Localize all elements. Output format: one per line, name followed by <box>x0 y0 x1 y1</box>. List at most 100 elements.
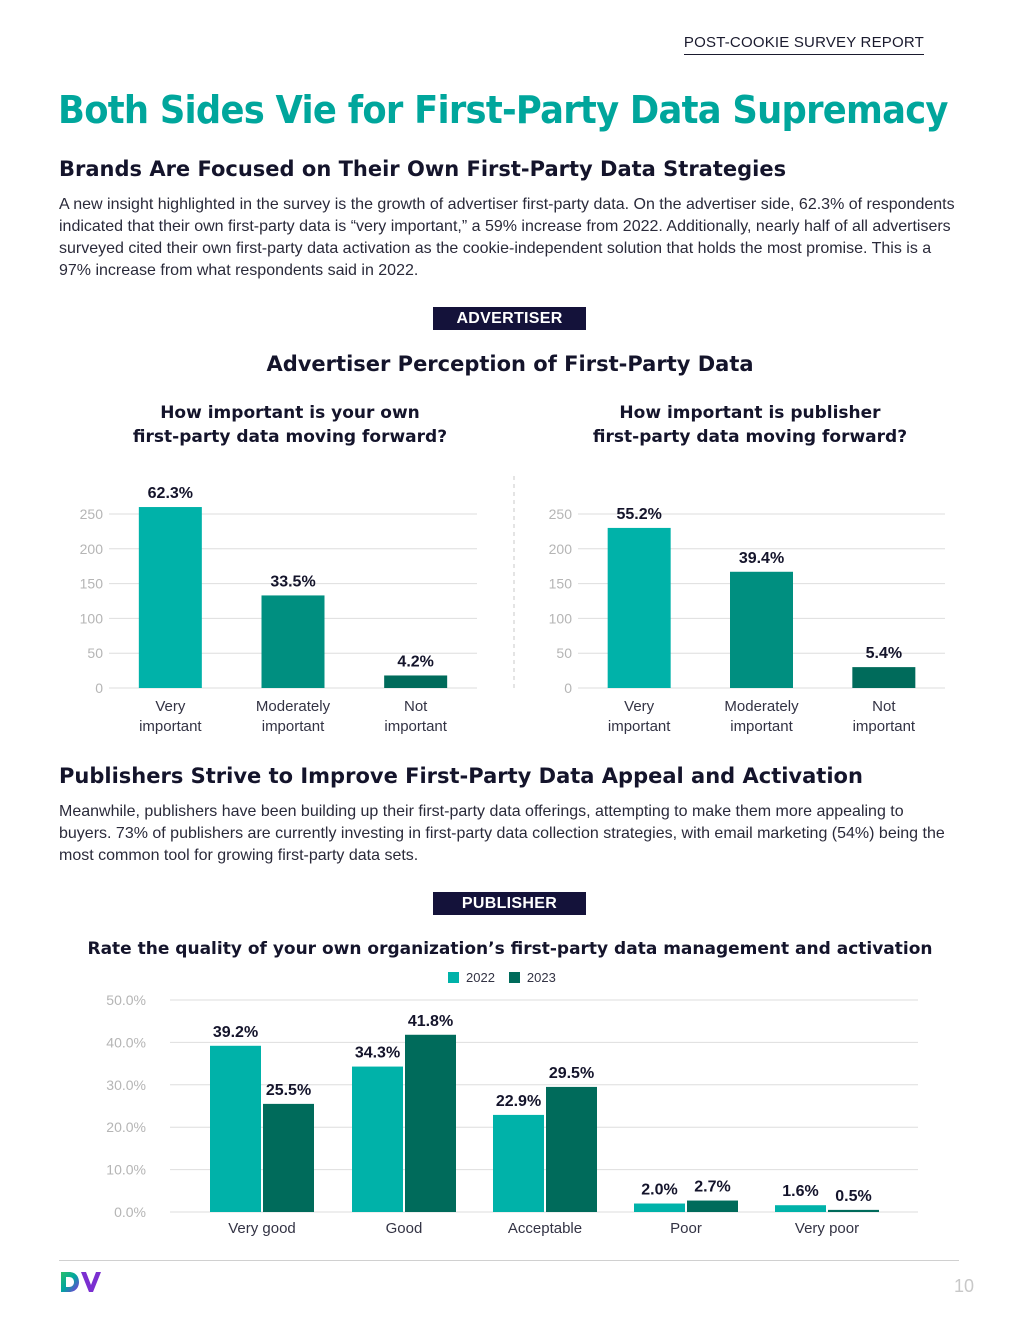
chart1-y-tick: 150 <box>80 576 104 592</box>
chart1-bar <box>384 675 448 688</box>
legend-item-2023: 2023 <box>508 970 556 985</box>
chart3-bar-2022 <box>352 1066 403 1212</box>
chart2-category-label: important <box>608 718 671 735</box>
chart3-data-label: 41.8% <box>408 1013 453 1030</box>
chart1-category-label: important <box>384 718 447 735</box>
chart1-category-label: Not <box>404 698 428 715</box>
chart2-y-tick: 200 <box>549 541 573 557</box>
chart3-category-label: Good <box>386 1220 423 1237</box>
section-heading-brands: Brands Are Focused on Their Own First-Pa… <box>59 157 787 181</box>
chart1-category-label: important <box>139 718 202 735</box>
advertiser-badge: ADVERTISER <box>433 307 586 330</box>
chart2-category-label: Not <box>872 698 896 715</box>
chart3-data-label: 22.9% <box>496 1093 541 1110</box>
dv-logo-mark <box>61 1272 101 1292</box>
chart1-category-label: Moderately <box>256 698 331 715</box>
chart3-bar-2023 <box>687 1200 738 1212</box>
chart3-title: Rate the quality of your own organizatio… <box>87 939 933 959</box>
chart3-legend: 2022 2023 <box>448 970 556 985</box>
chart3-bar-2023 <box>405 1034 456 1212</box>
chart3-data-label: 25.5% <box>266 1082 311 1099</box>
figure-title: Advertiser Perception of First-Party Dat… <box>266 352 754 376</box>
chart3-data-label: 2.7% <box>694 1179 730 1196</box>
chart3-bar-2022 <box>210 1045 261 1212</box>
logo-v <box>81 1272 101 1292</box>
dv-logo <box>59 1270 103 1299</box>
chart3-y-tick: 20.0% <box>106 1119 146 1135</box>
chart3-bar-2022 <box>634 1203 685 1212</box>
section-body-brands: A new insight highlighted in the survey … <box>59 196 955 279</box>
chart3-data-label: 39.2% <box>213 1024 258 1041</box>
chart2-bar <box>852 667 916 688</box>
chart3-data-label: 2.0% <box>641 1182 677 1199</box>
logo-d <box>61 1272 79 1292</box>
legend-item-2022: 2022 <box>448 970 495 985</box>
section-heading-publishers: Publishers Strive to Improve First-Party… <box>59 764 863 788</box>
chart2-title-line: How important is publisher <box>619 403 881 423</box>
chart3-y-tick: 30.0% <box>106 1077 146 1093</box>
chart2-y-tick: 150 <box>549 576 573 592</box>
chart1-y-tick: 50 <box>87 645 103 661</box>
chart1-data-label: 62.3% <box>148 485 193 502</box>
chart1-title-line: How important is your own <box>160 403 420 423</box>
chart2-category-label: Very <box>624 698 655 715</box>
chart3-data-label: 34.3% <box>355 1045 400 1062</box>
chart3-category-label: Poor <box>670 1220 702 1237</box>
chart3-bar-2022 <box>493 1114 544 1212</box>
chart2-data-label: 55.2% <box>616 506 661 523</box>
chart3-bar-2023 <box>828 1209 879 1212</box>
chart1-y-tick: 250 <box>80 506 104 522</box>
chart1-bar <box>138 507 202 688</box>
chart2-category-label: important <box>730 718 793 735</box>
chart2-bar <box>730 571 793 688</box>
chart1-bar <box>261 595 325 688</box>
section-body-publishers: Meanwhile, publishers have been building… <box>59 803 945 864</box>
chart1-y-tick: 0 <box>95 680 103 696</box>
chart3-y-tick: 0.0% <box>114 1204 146 1220</box>
chart1-data-label: 4.2% <box>397 653 433 670</box>
chart2-bar <box>607 527 671 688</box>
running-header: POST-COOKIE SURVEY REPORT <box>683 34 924 55</box>
legend-swatch <box>448 972 459 983</box>
chart2-data-label: 5.4% <box>866 645 902 662</box>
chart3-y-tick: 40.0% <box>106 1034 146 1050</box>
legend-label: 2022 <box>466 970 495 985</box>
chart3-bar-2023 <box>263 1103 314 1212</box>
chart1-category-label: important <box>262 718 325 735</box>
chart2-data-label: 39.4% <box>739 550 784 567</box>
chart3-category-label: Acceptable <box>508 1220 582 1237</box>
chart2-category-label: important <box>853 718 916 735</box>
chart1-title-line: first-party data moving forward? <box>132 427 448 447</box>
publisher-badge: PUBLISHER <box>433 892 586 915</box>
chart2-category-label: Moderately <box>724 698 799 715</box>
chart1-title: How important is your own first-party da… <box>80 401 500 449</box>
chart2-title-line: first-party data moving forward? <box>592 427 908 447</box>
chart2-title: How important is publisher first-party d… <box>540 401 960 449</box>
chart3-data-label: 29.5% <box>549 1065 594 1082</box>
chart1-category-label: Very <box>155 698 186 715</box>
chart1-y-tick: 200 <box>80 541 104 557</box>
chart2-y-tick: 100 <box>549 610 573 626</box>
footer-divider <box>59 1260 959 1261</box>
chart3-category-label: Very poor <box>795 1220 859 1237</box>
chart3-data-label: 1.6% <box>782 1183 818 1200</box>
chart2-y-tick: 250 <box>549 506 573 522</box>
chart3-bar-2022 <box>775 1205 826 1212</box>
page-number: 10 <box>953 1276 974 1296</box>
legend-label: 2023 <box>526 970 556 985</box>
chart3-bar-2023 <box>546 1086 597 1212</box>
chart2-y-tick: 0 <box>564 680 572 696</box>
chart2-y-tick: 50 <box>556 645 572 661</box>
legend-swatch <box>508 972 520 983</box>
chart3-data-label: 0.5% <box>835 1188 871 1205</box>
chart3-y-tick: 50.0% <box>106 992 146 1008</box>
page-title: Both Sides Vie for First-Party Data Supr… <box>58 88 948 132</box>
chart1-y-tick: 100 <box>80 610 104 626</box>
chart3-y-tick: 10.0% <box>106 1162 146 1178</box>
chart3-category-label: Very good <box>228 1220 296 1237</box>
chart1-data-label: 33.5% <box>270 573 315 590</box>
